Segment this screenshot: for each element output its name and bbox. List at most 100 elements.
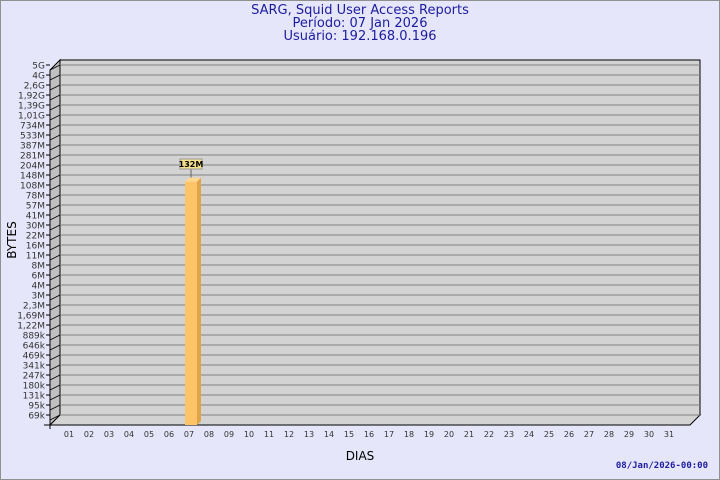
gridline-side bbox=[49, 254, 61, 261]
x-tick-label: 21 bbox=[464, 430, 474, 439]
y-tick-label: 148M bbox=[20, 172, 45, 182]
gridline-side bbox=[49, 314, 61, 321]
gridline-side bbox=[49, 74, 61, 81]
gridline-side bbox=[49, 164, 61, 171]
gridline-side bbox=[49, 154, 61, 161]
bar bbox=[185, 181, 197, 425]
y-tick-label: 889k bbox=[23, 332, 46, 342]
x-tick-label: 22 bbox=[484, 430, 494, 439]
y-tick-label: 16M bbox=[26, 242, 45, 252]
x-tick-label: 01 bbox=[64, 430, 74, 439]
x-tick-label: 23 bbox=[504, 430, 514, 439]
x-tick-label: 10 bbox=[244, 430, 254, 439]
y-tick-label: 22M bbox=[26, 232, 45, 242]
y-tick-label: 108M bbox=[20, 182, 45, 192]
y-tick-label: 1,22M bbox=[17, 322, 45, 332]
gridline-side bbox=[49, 294, 61, 301]
gridline-side bbox=[49, 394, 61, 401]
y-tick-label: 6M bbox=[32, 272, 46, 282]
gridline-side bbox=[49, 384, 61, 391]
gridline-side bbox=[49, 124, 61, 131]
gridline-side bbox=[49, 214, 61, 221]
gridline-side bbox=[49, 284, 61, 291]
x-tick-label: 08 bbox=[204, 430, 214, 439]
gridline-side bbox=[49, 204, 61, 211]
y-tick-label: 131k bbox=[23, 392, 46, 402]
x-tick-label: 11 bbox=[264, 430, 274, 439]
gridline-side bbox=[49, 244, 61, 251]
gridline-side bbox=[49, 324, 61, 331]
y-tick-label: 533M bbox=[20, 132, 45, 142]
y-tick-label: 281M bbox=[20, 152, 45, 162]
gridline-side bbox=[49, 104, 61, 111]
gridline-side bbox=[49, 84, 61, 91]
gridline-side bbox=[49, 194, 61, 201]
y-tick-label: 5G bbox=[32, 62, 45, 72]
x-tick-label: 29 bbox=[624, 430, 634, 439]
y-tick-label: 469k bbox=[23, 352, 46, 362]
gridline-side bbox=[49, 364, 61, 371]
y-tick-label: 4M bbox=[32, 282, 46, 292]
gridline-side bbox=[49, 224, 61, 231]
x-tick-label: 15 bbox=[344, 430, 354, 439]
gridline-side bbox=[49, 374, 61, 381]
x-tick-label: 13 bbox=[304, 430, 314, 439]
y-tick-label: 95k bbox=[28, 402, 45, 412]
gridline-side bbox=[49, 354, 61, 361]
y-tick-label: 57M bbox=[26, 202, 45, 212]
y-tick-label: 180k bbox=[23, 382, 46, 392]
x-tick-label: 03 bbox=[104, 430, 114, 439]
x-tick-label: 26 bbox=[564, 430, 574, 439]
gridline-side bbox=[49, 174, 61, 181]
x-tick-label: 12 bbox=[284, 430, 294, 439]
bar-side bbox=[197, 177, 201, 425]
x-tick-label: 28 bbox=[604, 430, 614, 439]
chart-user: Usuário: 192.168.0.196 bbox=[283, 29, 437, 44]
plot-back-wall bbox=[59, 59, 701, 416]
x-tick-label: 06 bbox=[164, 430, 174, 439]
plot-side-wall bbox=[49, 58, 61, 427]
gridline-side bbox=[49, 334, 61, 341]
bar-value-label: 132M bbox=[179, 160, 204, 169]
gridline-side bbox=[49, 64, 61, 71]
gridline-side bbox=[49, 274, 61, 281]
plot-floor bbox=[48, 414, 702, 426]
x-axis-label: DIAS bbox=[346, 449, 375, 463]
x-tick-label: 16 bbox=[364, 430, 374, 439]
gridline-side bbox=[49, 114, 61, 121]
x-tick-label: 31 bbox=[664, 430, 674, 439]
bar-label-box bbox=[179, 158, 203, 170]
y-tick-label: 204M bbox=[20, 162, 45, 172]
x-tick-label: 19 bbox=[424, 430, 434, 439]
x-tick-label: 14 bbox=[324, 430, 334, 439]
gridline-side bbox=[49, 304, 61, 311]
y-tick-label: 30M bbox=[26, 222, 45, 232]
gridline-side bbox=[49, 414, 61, 421]
y-tick-label: 3M bbox=[32, 292, 46, 302]
x-tick-label: 30 bbox=[644, 430, 654, 439]
y-tick-label: 4G bbox=[32, 72, 45, 82]
x-tick-label: 04 bbox=[124, 430, 134, 439]
gridline-side bbox=[49, 404, 61, 411]
bar-top bbox=[185, 177, 201, 182]
y-tick-label: 2,3M bbox=[23, 302, 45, 312]
y-tick-label: 734M bbox=[20, 122, 45, 132]
y-tick-label: 8M bbox=[32, 262, 46, 272]
y-tick-label: 1,69M bbox=[17, 312, 45, 322]
x-tick-label: 25 bbox=[544, 430, 554, 439]
x-tick-label: 02 bbox=[84, 430, 94, 439]
x-tick-label: 18 bbox=[404, 430, 414, 439]
x-tick-label: 20 bbox=[444, 430, 454, 439]
y-tick-label: 646k bbox=[23, 342, 46, 352]
y-tick-label: 11M bbox=[26, 252, 45, 262]
y-tick-label: 341k bbox=[23, 362, 46, 372]
y-axis-label: BYTES bbox=[5, 221, 19, 258]
generated-timestamp: 08/Jan/2026-00:00 bbox=[615, 461, 708, 471]
x-tick-label: 27 bbox=[584, 430, 594, 439]
gridline-side bbox=[49, 184, 61, 191]
gridline-side bbox=[49, 264, 61, 271]
x-tick-label: 17 bbox=[384, 430, 394, 439]
y-tick-label: 69k bbox=[28, 412, 45, 422]
y-tick-label: 2,6G bbox=[24, 82, 45, 92]
